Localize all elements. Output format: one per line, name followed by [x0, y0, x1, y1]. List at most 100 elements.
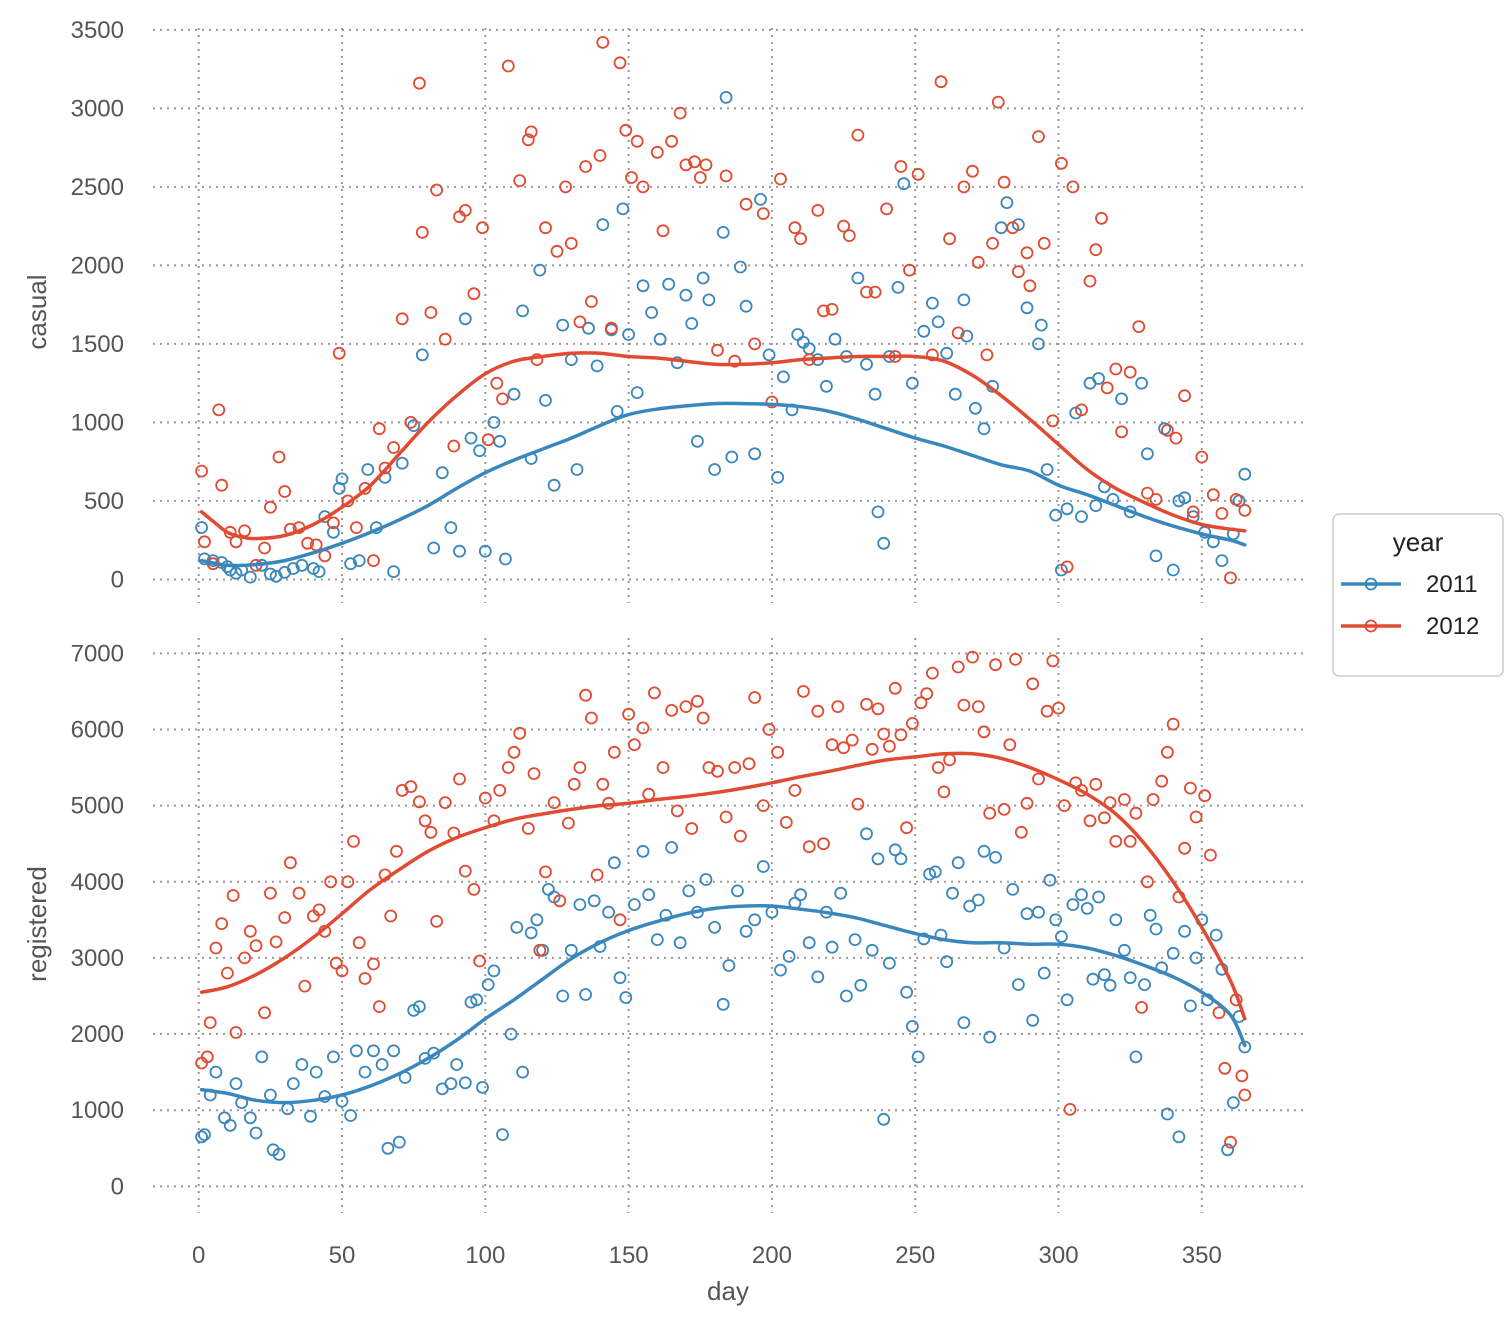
data-point-2012: [1178, 389, 1191, 403]
data-point-2011: [696, 271, 710, 285]
data-point-2012: [894, 160, 908, 173]
data-point-2011: [894, 852, 908, 866]
data-point-2011: [1089, 499, 1103, 513]
data-point-2012: [1032, 772, 1045, 786]
data-point-2012: [871, 702, 885, 716]
data-point-2011: [931, 315, 945, 329]
data-point-2012: [837, 219, 850, 233]
data-point-2011: [496, 1128, 509, 1141]
data-point-2011: [556, 989, 570, 1003]
data-point-2011: [255, 1050, 269, 1064]
data-point-2012: [521, 133, 535, 147]
data-point-2011: [725, 450, 739, 464]
data-point-2011: [923, 867, 936, 881]
data-point-2012: [567, 777, 581, 791]
data-point-2012: [263, 886, 277, 900]
data-point-2011: [590, 359, 604, 373]
data-point-2012: [765, 395, 779, 409]
data-point-2011: [392, 1135, 406, 1149]
data-point-2012: [478, 791, 492, 805]
data-point-2011: [951, 856, 965, 870]
data-point-2012: [788, 221, 802, 235]
data-point-2012: [1189, 810, 1203, 824]
data-point-2011: [596, 218, 610, 232]
data-point-2011: [570, 463, 584, 476]
data-point-2012: [341, 875, 355, 889]
data-point-2011: [415, 348, 429, 362]
data-point-2011: [504, 1027, 518, 1041]
data-point-2011: [209, 1065, 223, 1079]
data-point-2012: [1057, 799, 1071, 812]
data-point-2012: [756, 799, 770, 812]
data-point-2012: [630, 134, 644, 148]
data-point-2012: [794, 232, 807, 246]
data-point-2012: [559, 180, 572, 194]
data-point-2011: [1026, 1013, 1040, 1027]
data-point-2011: [375, 1058, 389, 1071]
data-point-2011: [1149, 922, 1163, 936]
x-tick-label: 100: [465, 1242, 505, 1269]
data-point-2011: [906, 376, 919, 390]
data-point-2011: [906, 1020, 919, 1033]
data-point-2011: [352, 554, 366, 567]
data-point-2012: [1020, 796, 1034, 810]
y-tick-label: 3000: [71, 945, 124, 972]
data-point-2011: [1012, 978, 1025, 991]
data-point-2012: [476, 221, 489, 235]
data-point-2011: [854, 978, 868, 992]
data-point-2011: [1043, 873, 1057, 887]
data-point-2012: [622, 707, 635, 721]
data-point-2012: [1046, 414, 1060, 428]
data-point-2011: [851, 271, 865, 285]
data-point-2012: [971, 700, 985, 713]
data-point-2012: [699, 158, 713, 172]
data-point-2012: [693, 171, 707, 184]
data-point-2011: [928, 865, 942, 879]
x-tick-label: 250: [895, 1242, 935, 1269]
y-tick-label: 1500: [71, 331, 124, 358]
data-point-2011: [940, 346, 954, 360]
data-point-2012: [1141, 875, 1154, 889]
data-point-2012: [1166, 717, 1180, 731]
data-point-2011: [1161, 1107, 1174, 1121]
data-point-2011: [1238, 467, 1252, 481]
data-point-2011: [1080, 902, 1094, 915]
data-point-2011: [1178, 924, 1191, 938]
data-point-2011: [1103, 978, 1117, 992]
data-point-2012: [358, 972, 372, 985]
data-point-2012: [203, 1016, 217, 1029]
data-point-2011: [464, 431, 478, 445]
data-point-2012: [1100, 381, 1114, 395]
legend-entry-2011: 2011: [1341, 571, 1478, 598]
legend-label: 2011: [1426, 571, 1478, 598]
data-point-2012: [966, 164, 979, 178]
data-point-2011: [1178, 491, 1191, 505]
data-point-2011: [960, 329, 974, 343]
y-tick-label: 0: [111, 1173, 124, 1200]
registered-y-axis-label: registered: [22, 866, 52, 982]
data-point-2011: [1034, 318, 1048, 332]
data-point-2012: [779, 816, 793, 829]
data-point-2012: [734, 829, 747, 843]
data-point-2011: [470, 993, 484, 1007]
legend-box: [1332, 513, 1504, 677]
data-point-2012: [774, 172, 787, 186]
data-point-2011: [450, 1058, 464, 1071]
data-point-2012: [868, 285, 882, 299]
data-point-2011: [304, 1109, 317, 1123]
data-point-2012: [665, 704, 678, 717]
data-point-2011: [539, 393, 552, 407]
data-point-2011: [777, 370, 790, 384]
data-point-2012: [1012, 265, 1025, 279]
data-point-2012: [1063, 1103, 1077, 1116]
data-point-2012: [1132, 320, 1146, 334]
data-point-2012: [573, 761, 587, 774]
data-point-2012: [1075, 403, 1088, 417]
data-point-2012: [1204, 848, 1217, 862]
casual-y-axis-label: casual: [22, 274, 52, 349]
data-point-2012: [997, 803, 1011, 816]
data-point-2011: [1049, 508, 1063, 522]
data-point-2011: [427, 541, 441, 555]
data-point-2012: [1026, 677, 1040, 691]
data-point-2011: [1086, 972, 1100, 986]
